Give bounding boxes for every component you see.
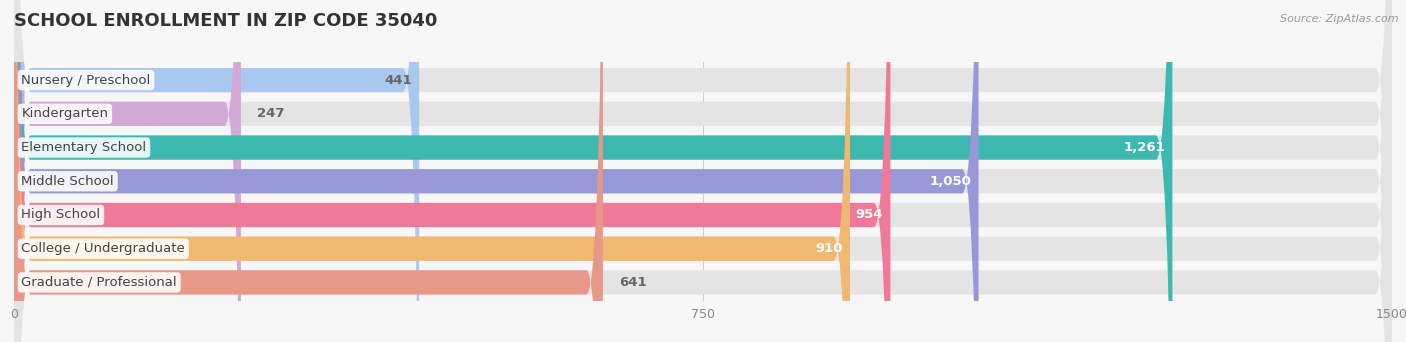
FancyBboxPatch shape bbox=[14, 0, 890, 342]
FancyBboxPatch shape bbox=[14, 0, 1392, 342]
Text: High School: High School bbox=[21, 209, 101, 222]
FancyBboxPatch shape bbox=[14, 0, 603, 342]
Text: SCHOOL ENROLLMENT IN ZIP CODE 35040: SCHOOL ENROLLMENT IN ZIP CODE 35040 bbox=[14, 12, 437, 30]
FancyBboxPatch shape bbox=[14, 0, 1392, 342]
Text: 954: 954 bbox=[855, 209, 883, 222]
FancyBboxPatch shape bbox=[14, 0, 240, 342]
FancyBboxPatch shape bbox=[14, 0, 1392, 342]
Text: 247: 247 bbox=[257, 107, 285, 120]
FancyBboxPatch shape bbox=[14, 0, 979, 342]
FancyBboxPatch shape bbox=[14, 0, 1392, 342]
Text: 641: 641 bbox=[620, 276, 647, 289]
Text: 441: 441 bbox=[384, 74, 412, 87]
FancyBboxPatch shape bbox=[14, 0, 1392, 342]
FancyBboxPatch shape bbox=[14, 0, 419, 342]
Text: Graduate / Professional: Graduate / Professional bbox=[21, 276, 177, 289]
Text: 1,050: 1,050 bbox=[929, 175, 972, 188]
FancyBboxPatch shape bbox=[14, 0, 1392, 342]
Text: 1,261: 1,261 bbox=[1123, 141, 1166, 154]
Text: Nursery / Preschool: Nursery / Preschool bbox=[21, 74, 150, 87]
Text: Kindergarten: Kindergarten bbox=[21, 107, 108, 120]
FancyBboxPatch shape bbox=[14, 0, 851, 342]
Text: Source: ZipAtlas.com: Source: ZipAtlas.com bbox=[1281, 14, 1399, 24]
Text: 910: 910 bbox=[815, 242, 842, 255]
Text: College / Undergraduate: College / Undergraduate bbox=[21, 242, 186, 255]
Text: Middle School: Middle School bbox=[21, 175, 114, 188]
Text: Elementary School: Elementary School bbox=[21, 141, 146, 154]
FancyBboxPatch shape bbox=[14, 0, 1392, 342]
FancyBboxPatch shape bbox=[14, 0, 1173, 342]
